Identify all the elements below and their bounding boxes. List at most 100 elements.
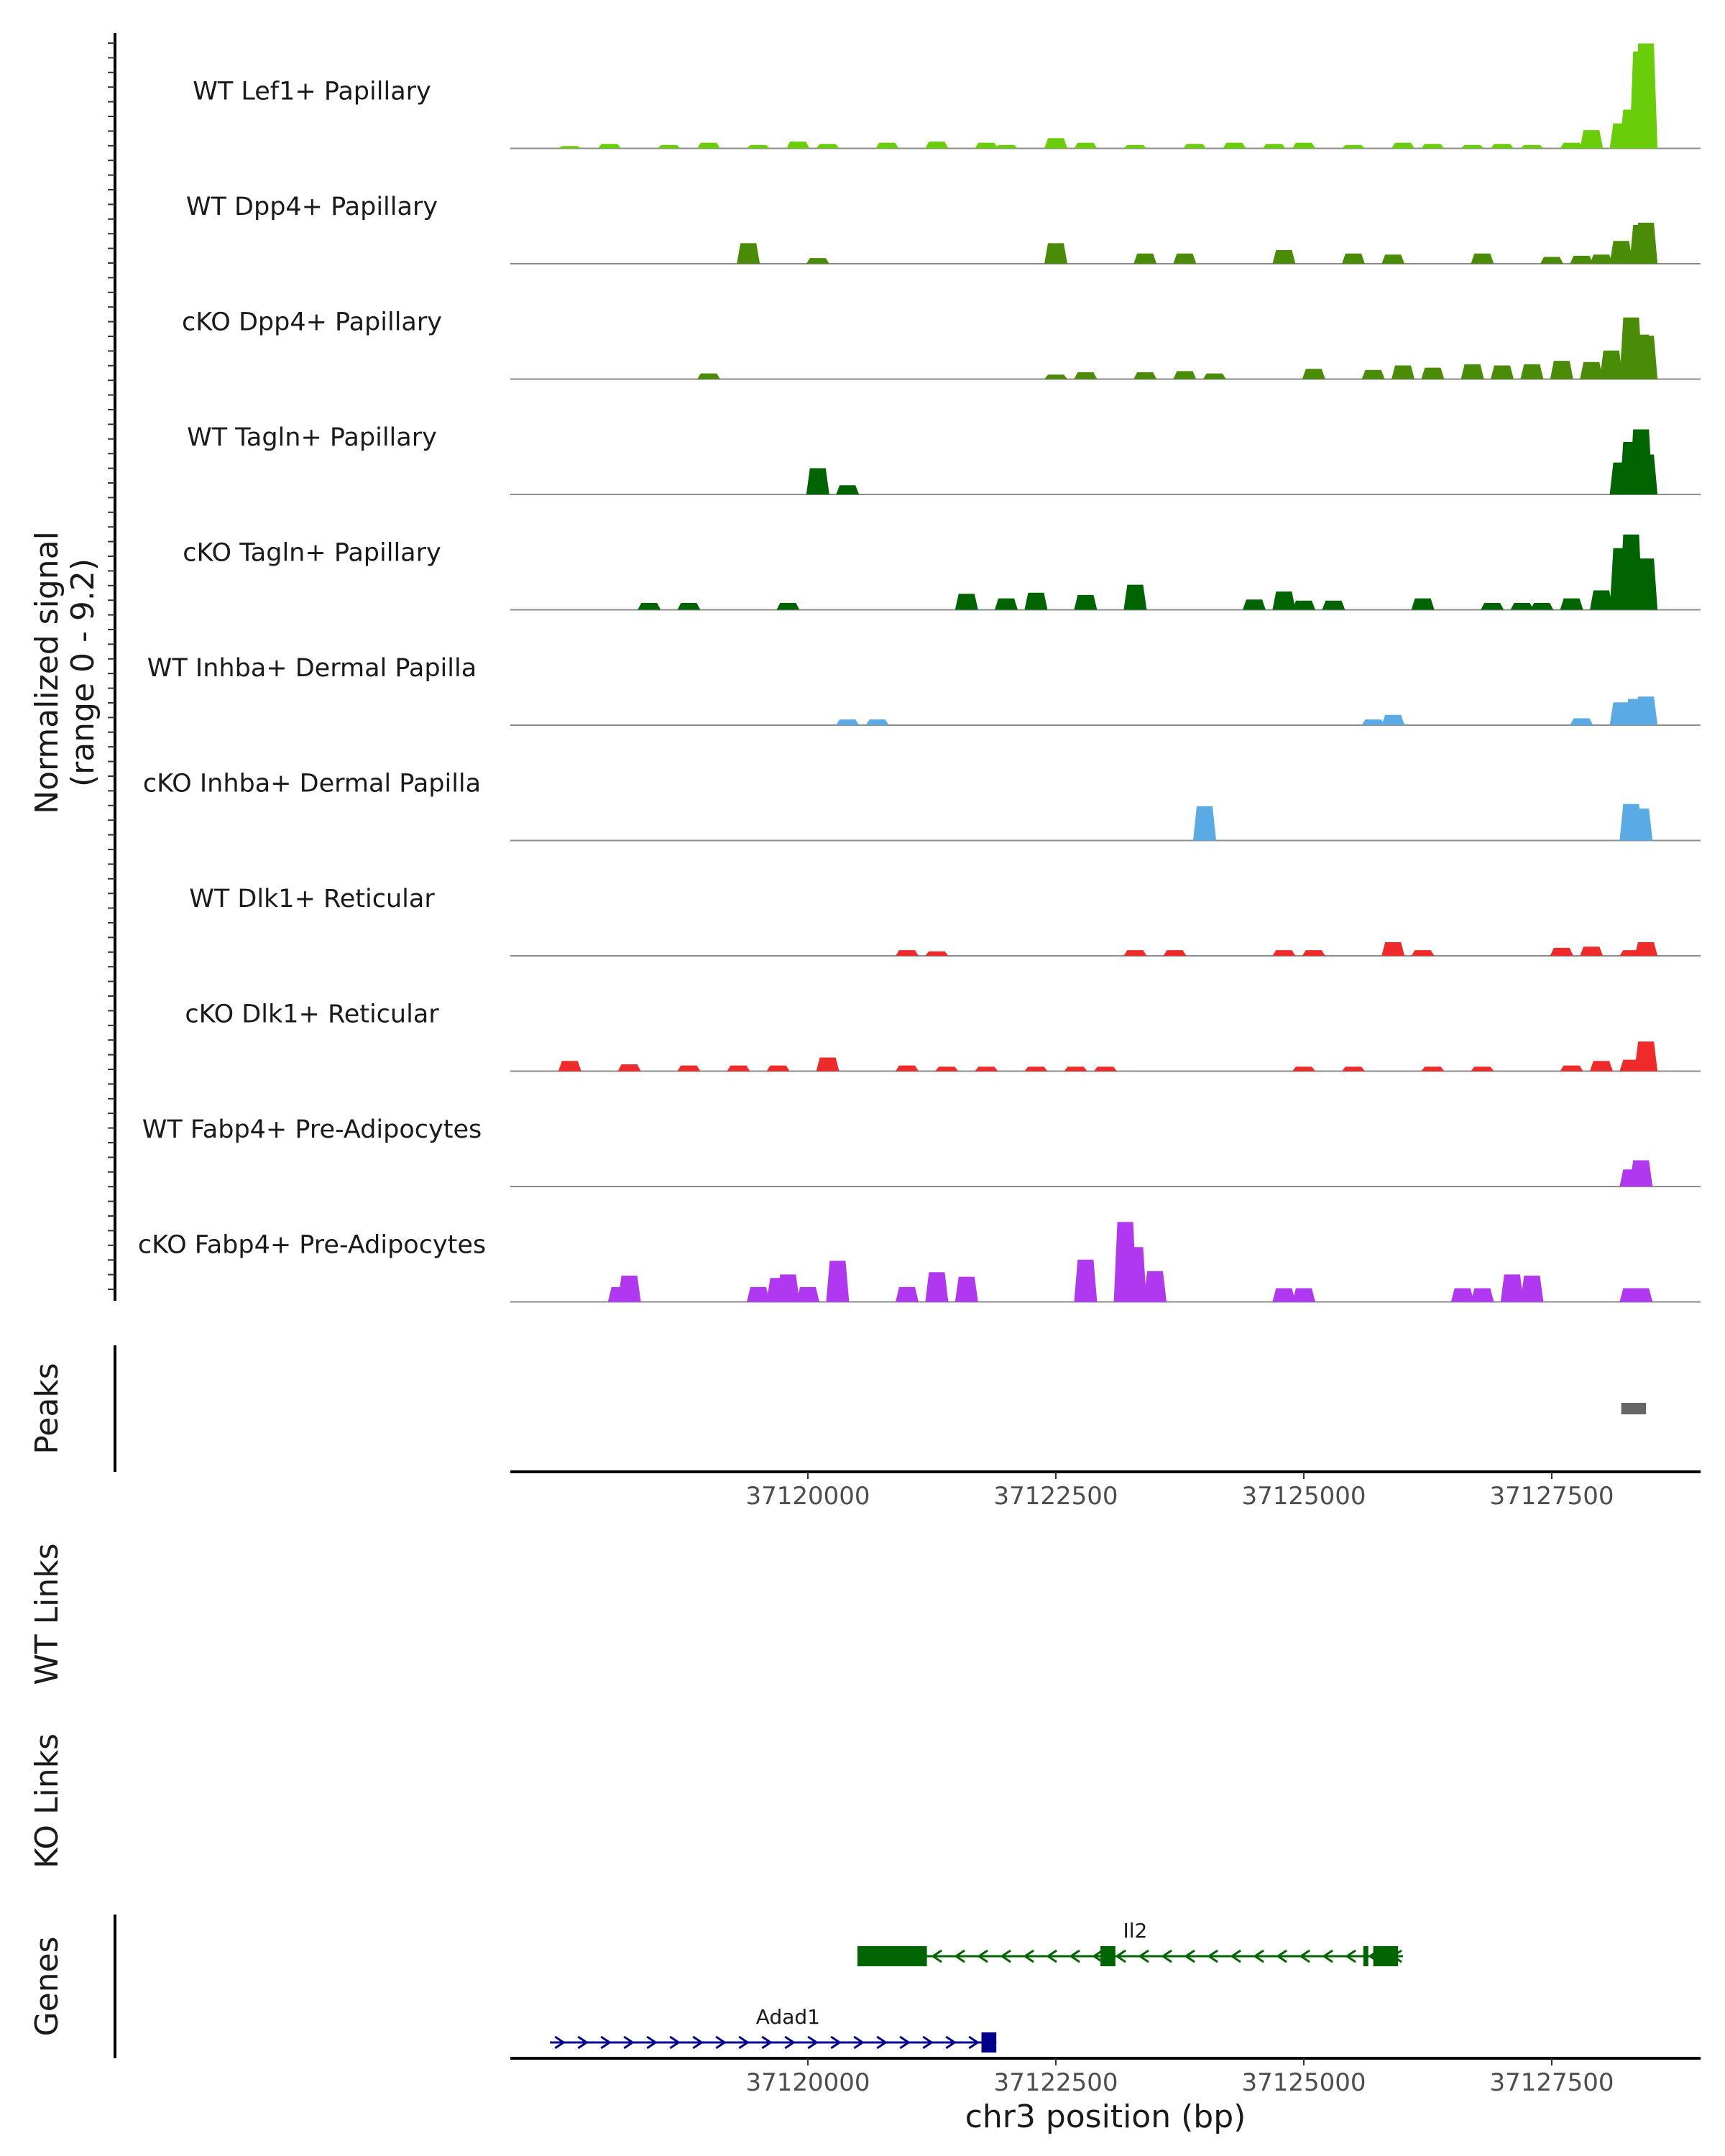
signal-peak	[1421, 144, 1445, 149]
signal-peak	[1421, 1067, 1445, 1072]
strand-arrow	[1299, 1949, 1310, 1963]
signal-peak	[925, 1272, 949, 1302]
signal-peak	[875, 142, 899, 149]
strand-arrow	[669, 2035, 681, 2050]
signal-peak	[638, 603, 661, 610]
strand-arrow	[1253, 1949, 1264, 1963]
signal-y-axis-range: (range 0 - 9.2)	[65, 558, 101, 787]
signal-peak	[786, 142, 810, 149]
gene-exon	[981, 2032, 997, 2053]
strand-arrow	[1345, 1949, 1356, 1963]
signal-peak	[1460, 364, 1484, 379]
strand-arrow	[1046, 1949, 1057, 1963]
signal-peak	[1460, 144, 1484, 149]
signal-peak	[935, 1067, 959, 1072]
track-label: cKO Tagln+ Papillary	[183, 539, 441, 568]
gene-exon	[1373, 1946, 1399, 1966]
signal-peak	[954, 1276, 978, 1302]
genes-x-ticks: 37120000 37122500 37125000 37127500	[745, 2058, 1614, 2097]
signal-peak	[896, 1065, 919, 1072]
signal-peak	[1481, 603, 1504, 610]
x-tick-label: 37120000	[745, 1482, 870, 1511]
signal-peak	[1520, 1276, 1544, 1302]
strand-arrow	[931, 1949, 942, 1963]
track-4: WT Tagln+ Papillary	[187, 423, 1701, 495]
signal-peak	[1123, 950, 1147, 956]
strand-arrow	[807, 2035, 819, 2050]
signal-peak	[1064, 1067, 1087, 1072]
signal-peak	[1634, 336, 1658, 379]
gene-exon	[1363, 1946, 1368, 1966]
signal-peak	[796, 1286, 819, 1302]
signal-peak	[1302, 950, 1325, 956]
signal-peak	[1520, 364, 1544, 379]
signal-peak	[1634, 454, 1658, 494]
signal-peak	[1550, 947, 1573, 956]
signal-peak	[1094, 1067, 1117, 1072]
signal-peak	[1580, 361, 1604, 379]
strand-arrow	[738, 2035, 750, 2050]
gene-il2: Il2	[857, 1919, 1403, 1966]
signal-peak	[1123, 584, 1147, 610]
signal-peak	[747, 144, 770, 149]
signal-peak	[1272, 1288, 1296, 1302]
strand-arrow	[922, 2035, 934, 2050]
track-1: WT Lef1+ Papillary	[193, 43, 1701, 149]
signal-peak	[617, 1276, 641, 1302]
signal-peak	[1123, 1247, 1147, 1302]
signal-peak	[1634, 43, 1658, 149]
x-tick-label: 37122500	[993, 2068, 1118, 2097]
track-label: cKO Dpp4+ Papillary	[182, 308, 442, 337]
signal-peak	[1292, 600, 1315, 610]
strand-arrow	[761, 2035, 773, 2050]
strand-arrow	[1230, 1949, 1241, 1963]
signal-peak	[995, 598, 1018, 610]
genes-marks: Il2 Adad1	[550, 1919, 1403, 2053]
signal-peak	[617, 1064, 641, 1072]
signal-peak	[995, 144, 1018, 149]
track-7: cKO Inhba+ Dermal Papilla	[143, 770, 1701, 842]
genes-title: Genes	[29, 1936, 65, 2036]
track-10: WT Fabp4+ Pre-Adipocytes	[142, 1115, 1701, 1187]
signal-peak	[806, 258, 829, 264]
signal-peak	[1292, 142, 1315, 149]
signal-peak	[1024, 592, 1048, 610]
signal-peak	[1609, 241, 1633, 264]
signal-peak	[1044, 138, 1067, 149]
signal-peak	[727, 1065, 750, 1072]
track-6: WT Inhba+ Dermal Papilla	[147, 654, 1701, 726]
signal-peak	[954, 594, 978, 610]
strand-arrow	[646, 2035, 658, 2050]
strand-arrow	[623, 2035, 635, 2050]
track-label: WT Tagln+ Papillary	[187, 423, 437, 452]
signal-peak	[1292, 1067, 1315, 1072]
track-label: cKO Inhba+ Dermal Papilla	[143, 770, 481, 798]
signal-peak	[1173, 253, 1197, 264]
signal-peak	[1272, 591, 1296, 610]
strand-arrow	[1161, 1949, 1172, 1963]
signal-peak	[677, 603, 701, 610]
signal-peak	[836, 719, 860, 725]
signal-peak	[697, 373, 720, 379]
signal-peak	[1590, 1061, 1613, 1072]
signal-peak	[1550, 361, 1573, 379]
strand-arrow	[899, 2035, 911, 2050]
signal-peak	[1580, 130, 1604, 149]
x-tick-label: 37122500	[993, 1482, 1118, 1511]
signal-peak	[816, 144, 840, 149]
signal-peak	[1392, 142, 1414, 149]
signal-peak	[776, 603, 800, 610]
x-tick-label: 37125000	[1241, 2068, 1366, 2097]
strand-arrow	[1184, 1949, 1195, 1963]
peaks-title: Peaks	[29, 1363, 65, 1454]
strand-arrow	[577, 2035, 589, 2050]
strand-arrow	[1276, 1949, 1287, 1963]
signal-peak	[1074, 1259, 1098, 1302]
x-tick-label: 37127500	[1489, 1482, 1614, 1511]
signal-peak	[1243, 599, 1266, 610]
signal-peak	[1342, 1067, 1365, 1072]
signal-peak	[558, 146, 581, 149]
signal-peak	[697, 142, 720, 149]
strand-arrow	[977, 1949, 988, 1963]
signal-peak	[1044, 243, 1067, 264]
